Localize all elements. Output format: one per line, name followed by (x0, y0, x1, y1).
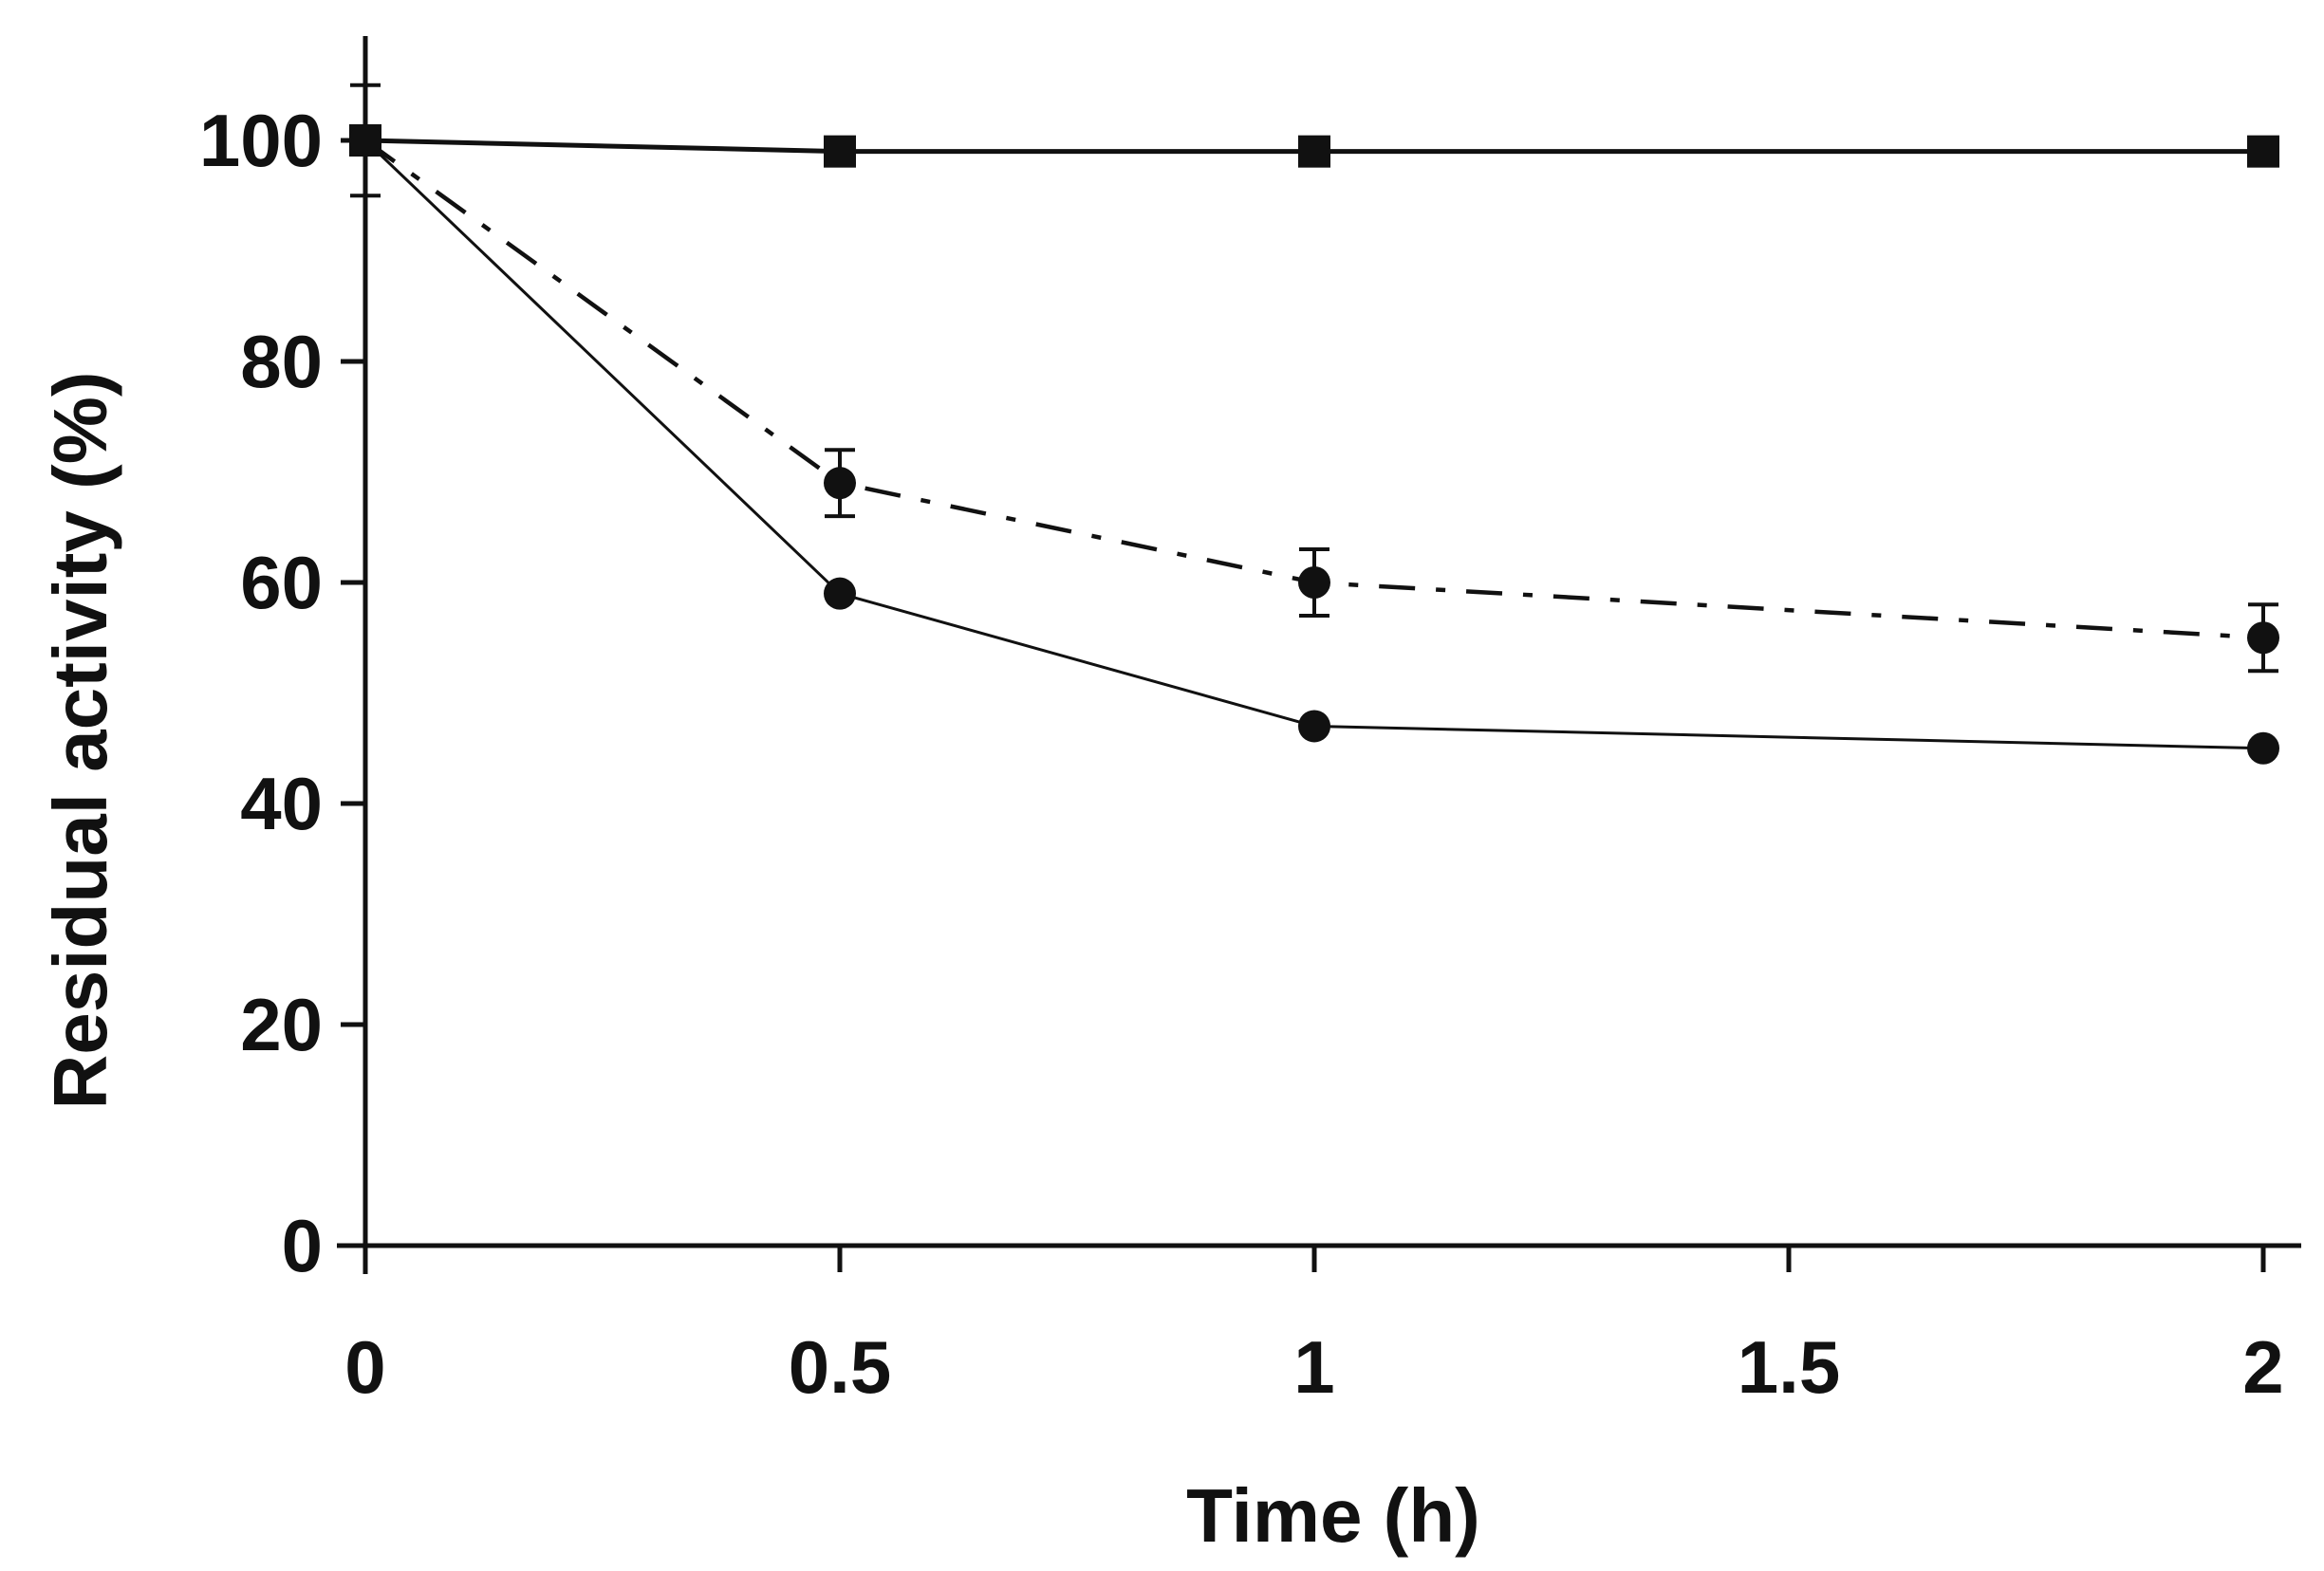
point-circle-thin-solid-2 (1298, 710, 1330, 743)
series-circle-thin-solid (349, 124, 2279, 765)
point-circle-thin-solid-3 (2247, 731, 2279, 765)
point-circle-dashdot-3 (2247, 621, 2279, 655)
x-tick-label-2: 2 (2242, 1325, 2283, 1409)
point-circle-thin-solid-0 (349, 124, 381, 157)
x-tick-label-1.5: 1.5 (1738, 1325, 1840, 1409)
y-tick-label-0: 0 (282, 1204, 323, 1287)
series-line-circle-thin-solid (363, 139, 2264, 750)
y-tick-label-80: 80 (240, 320, 323, 403)
series-line-square-solid (364, 138, 2263, 155)
labels-layer: Time (h) Residual activity (%) 020406080… (38, 99, 2284, 1558)
point-circle-dashdot-2 (1298, 566, 1330, 599)
series-line-circle-dashdot (363, 139, 2264, 640)
series-circle-dashdot (349, 124, 2279, 674)
point-square-solid-3 (2247, 135, 2279, 168)
point-circle-dashdot-1 (824, 467, 856, 500)
y-tick-label-60: 60 (240, 541, 323, 624)
series-square-solid (349, 83, 2279, 198)
point-circle-thin-solid-1 (824, 577, 856, 610)
point-square-solid-1 (824, 135, 856, 168)
x-axis-title: Time (h) (1186, 1473, 1480, 1558)
x-tick-label-1: 1 (1293, 1325, 1334, 1409)
y-tick-label-20: 20 (240, 983, 323, 1066)
x-tick-label-0.5: 0.5 (789, 1325, 891, 1409)
y-tick-label-100: 100 (199, 99, 323, 182)
x-tick-label-0: 0 (344, 1325, 385, 1409)
y-tick-label-40: 40 (240, 762, 323, 845)
point-square-solid-2 (1298, 135, 1330, 168)
y-axis-title: Residual activity (%) (38, 371, 122, 1109)
series-layer (349, 83, 2279, 765)
axes (337, 36, 2301, 1274)
